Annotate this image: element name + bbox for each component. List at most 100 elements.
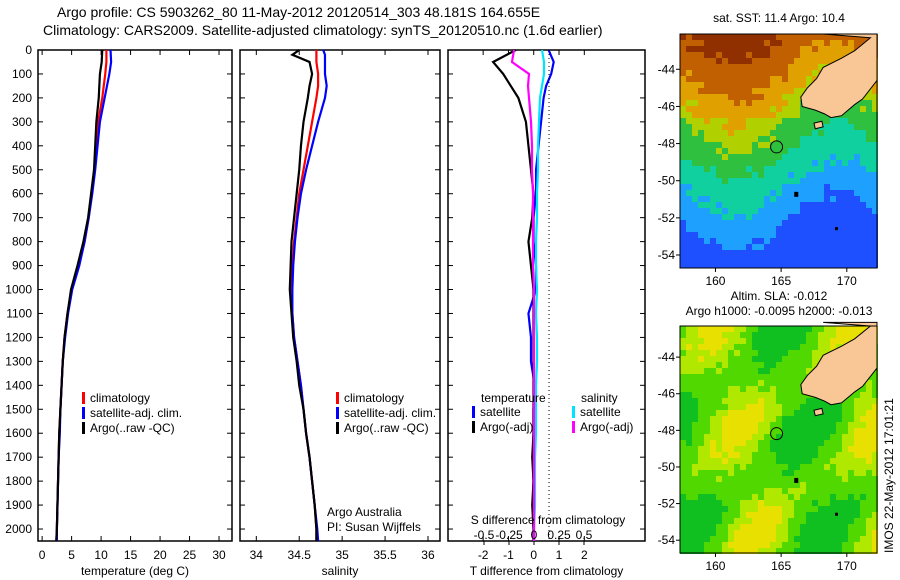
map-cell [680, 52, 686, 58]
map-cell [818, 344, 824, 350]
map-cell [782, 332, 788, 338]
map-cell [698, 34, 704, 40]
map-cell [728, 232, 734, 238]
map-cell [746, 202, 752, 208]
map-cell [692, 488, 698, 494]
map-cell [692, 398, 698, 404]
map-cell [812, 506, 818, 512]
map-cell [854, 410, 860, 416]
map-cell [758, 392, 764, 398]
map-cell [758, 422, 764, 428]
map-cell [800, 338, 806, 344]
map-cell [866, 446, 872, 452]
map-cell [866, 536, 872, 542]
map-cell [854, 40, 860, 46]
map-cell [746, 506, 752, 512]
map-cell [794, 446, 800, 452]
map-cell [704, 214, 710, 220]
map-cell [842, 208, 848, 214]
map-cell [788, 214, 794, 220]
map-cell [692, 464, 698, 470]
map-cell [716, 428, 722, 434]
map-cell [782, 82, 788, 88]
map-cell [830, 506, 836, 512]
map-cell [704, 88, 710, 94]
map-cell [776, 440, 782, 446]
map-cell [800, 458, 806, 464]
map-cell [860, 542, 866, 548]
map-cell [800, 190, 806, 196]
map-cell [866, 548, 872, 554]
map-cell [830, 118, 836, 124]
map-cell [728, 136, 734, 142]
map-cell [764, 82, 770, 88]
map-cell [800, 202, 806, 208]
panel-salinity: 34 34.5 35 35.5 36salinityclimatologysatelli… [239, 49, 441, 578]
map-cell [680, 130, 686, 136]
map-cell [734, 262, 740, 268]
map-cell [758, 476, 764, 482]
map-cell [716, 106, 722, 112]
map-cell [698, 344, 704, 350]
map-cell [842, 136, 848, 142]
map-cell [812, 362, 818, 368]
map-cell [830, 148, 836, 154]
map-cell [728, 386, 734, 392]
map-cell [710, 214, 716, 220]
map-cell [740, 214, 746, 220]
y-tick-label: 1500 [5, 402, 32, 416]
map-cell [806, 244, 812, 250]
map-cell [716, 166, 722, 172]
map-cell [770, 148, 776, 154]
map-cell [794, 404, 800, 410]
map-cell [758, 530, 764, 536]
map-cell [794, 416, 800, 422]
map-cell [722, 458, 728, 464]
map-cell [722, 344, 728, 350]
map-cell [740, 428, 746, 434]
map-cell [770, 40, 776, 46]
map-cell [770, 548, 776, 554]
map-cell [680, 214, 686, 220]
map-cell [740, 374, 746, 380]
map-cell [746, 220, 752, 226]
map-cell [824, 208, 830, 214]
map-cell [770, 398, 776, 404]
map-cell [812, 220, 818, 226]
map-cell [866, 530, 872, 536]
map-cell [824, 232, 830, 238]
map-cell [758, 452, 764, 458]
map-cell [752, 256, 758, 262]
series-line-salinity-argo-adj- [510, 49, 536, 541]
map-cell [722, 142, 728, 148]
map-cell [746, 250, 752, 256]
map-cell [692, 422, 698, 428]
map-cell [812, 64, 818, 70]
y-tick-label: 200 [12, 91, 32, 105]
map-cell [788, 238, 794, 244]
map-cell [788, 100, 794, 106]
map-cell [782, 536, 788, 542]
map-cell [746, 136, 752, 142]
map-cell [758, 94, 764, 100]
map-cell [752, 548, 758, 554]
map-cell [752, 494, 758, 500]
map-cell [752, 88, 758, 94]
map-cell [704, 112, 710, 118]
secondary-tick-label: 0.5 [576, 528, 593, 542]
map-cell [764, 338, 770, 344]
map-cell [692, 440, 698, 446]
map-cell [788, 64, 794, 70]
map-cell [740, 202, 746, 208]
map-cell [842, 506, 848, 512]
map-cell [806, 518, 812, 524]
map-cell [866, 172, 872, 178]
map-cell [830, 226, 836, 232]
map-cell [692, 380, 698, 386]
map-cell [824, 250, 830, 256]
map-cell [806, 476, 812, 482]
map-cell [758, 410, 764, 416]
map-cell [722, 226, 728, 232]
map-cell [800, 196, 806, 202]
map-cell [698, 374, 704, 380]
